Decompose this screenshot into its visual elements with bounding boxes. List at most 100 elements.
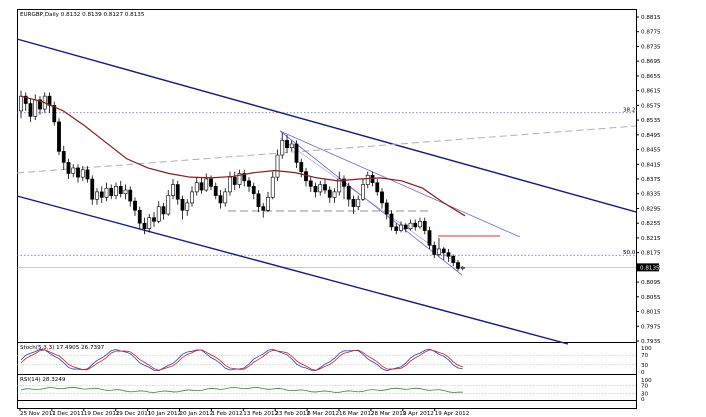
date-tick-label: 25 Nov 2011: [20, 411, 56, 417]
candle-body: [460, 267, 465, 269]
regression-upper: [279, 130, 521, 238]
fib-level-label: 38.2: [623, 108, 635, 114]
candle-body: [76, 167, 80, 178]
candle-body: [280, 140, 285, 156]
regression-lower: [279, 130, 463, 276]
price-tick-label: 0.8455: [641, 148, 661, 154]
candle-body: [270, 176, 275, 198]
rsi-line: [20, 386, 463, 393]
price-tick-label: 0.8535: [641, 118, 661, 124]
stoch-tick-label: 30: [641, 363, 649, 369]
candle-body: [61, 151, 66, 163]
candle-body: [156, 206, 161, 222]
date-tick-label: 16 Mar 2012: [339, 411, 374, 417]
candle-body: [304, 171, 308, 182]
stoch-main-line: [20, 348, 463, 372]
rsi-pane: [17, 385, 636, 394]
candle-body: [28, 103, 33, 117]
candle-body: [308, 180, 313, 187]
date-tick-label: 20 Jan 2012: [180, 411, 214, 417]
rsi-tick-label: 0: [641, 397, 645, 403]
candle-body: [294, 143, 299, 163]
candle-body: [456, 262, 460, 269]
candle-body: [33, 99, 38, 117]
candle-body: [209, 178, 213, 187]
price-tick-label: 0.8295: [641, 206, 661, 212]
candle-body: [242, 173, 247, 182]
date-tick-label: 7 Dec 2011: [52, 411, 85, 417]
candle-body: [38, 99, 42, 110]
stochastic-pane: [17, 348, 636, 372]
candle-body: [85, 169, 90, 180]
candle-body: [427, 230, 432, 246]
price-tick-label: 0.7975: [641, 324, 661, 330]
date-tick-label: 1 Feb 2012: [211, 411, 242, 417]
candle-body: [361, 184, 365, 200]
candle-body: [166, 195, 171, 215]
date-tick-label: 28 Mar 2012: [371, 411, 406, 417]
candle-body: [318, 184, 323, 193]
candle-body: [152, 217, 156, 222]
candle-body: [66, 162, 71, 174]
candle-body: [337, 178, 342, 193]
price-tick-label: 0.8175: [641, 251, 661, 257]
candle-body: [370, 175, 375, 183]
candle-body: [332, 191, 337, 198]
candle-body: [299, 162, 304, 172]
candle-body: [399, 224, 403, 231]
candle-body: [90, 178, 95, 200]
stoch-tick-label: 70: [641, 353, 649, 359]
price-tick-label: 0.8335: [641, 192, 661, 198]
price-tick-label: 0.8495: [641, 133, 661, 139]
candle-body: [261, 206, 266, 211]
candle-body: [180, 198, 185, 211]
channel-lower-line: [16, 195, 569, 345]
candle-body: [194, 182, 199, 193]
candle-body: [422, 221, 427, 231]
moving-average-line: [20, 95, 466, 217]
candle-body: [80, 169, 85, 178]
candle-body: [356, 198, 361, 207]
date-tick-label: 6 Mar 2012: [307, 411, 339, 417]
candle-body: [23, 95, 28, 104]
candle-body: [289, 143, 294, 149]
rsi-tick-label: 70: [641, 384, 649, 390]
candle-body: [190, 191, 194, 204]
candle-body: [223, 191, 228, 204]
date-tick-label: 19 Dec 2011: [84, 411, 120, 417]
candle-body: [228, 176, 232, 193]
candle-body: [213, 186, 218, 196]
candle-body: [123, 189, 128, 195]
candle-body: [142, 222, 147, 230]
date-tick-label: 23 Feb 2012: [275, 411, 310, 417]
candle-body: [114, 186, 118, 196]
current-price-label: 0.8135: [640, 265, 660, 271]
date-tick-label: 19 Apr 2012: [435, 411, 470, 417]
candle-body: [327, 189, 332, 198]
candle-body: [109, 187, 114, 196]
candle-body: [199, 182, 204, 191]
stoch-tick-label: 100: [641, 346, 652, 352]
price-tick-label: 0.8015: [641, 310, 661, 316]
chart-border: [17, 9, 637, 409]
stoch-title: Stoch(5,3,3) 17.4905 26.7397: [20, 345, 105, 351]
price-tick-label: 0.8815: [641, 15, 661, 21]
fib-level-label: 50.0: [623, 250, 636, 256]
trend-dashed-line: [16, 125, 637, 174]
price-tick-label: 0.8615: [641, 89, 661, 95]
price-tick-label: 0.8695: [641, 59, 661, 65]
candle-body: [313, 186, 318, 193]
regression-mid: [279, 137, 463, 268]
candle-body: [403, 224, 408, 230]
candle-body: [432, 244, 437, 255]
candle-body: [375, 182, 380, 193]
candle-body: [175, 184, 180, 200]
candle-body: [171, 184, 175, 196]
axes: 0.8815 0.8775 0.8735 0.8695 0.8655 0.8615 0.85…: [19, 15, 661, 417]
candle-body: [247, 180, 251, 187]
price-tick-label: 0.8095: [641, 280, 661, 286]
candle-body: [128, 189, 133, 202]
candle-body: [437, 248, 441, 255]
